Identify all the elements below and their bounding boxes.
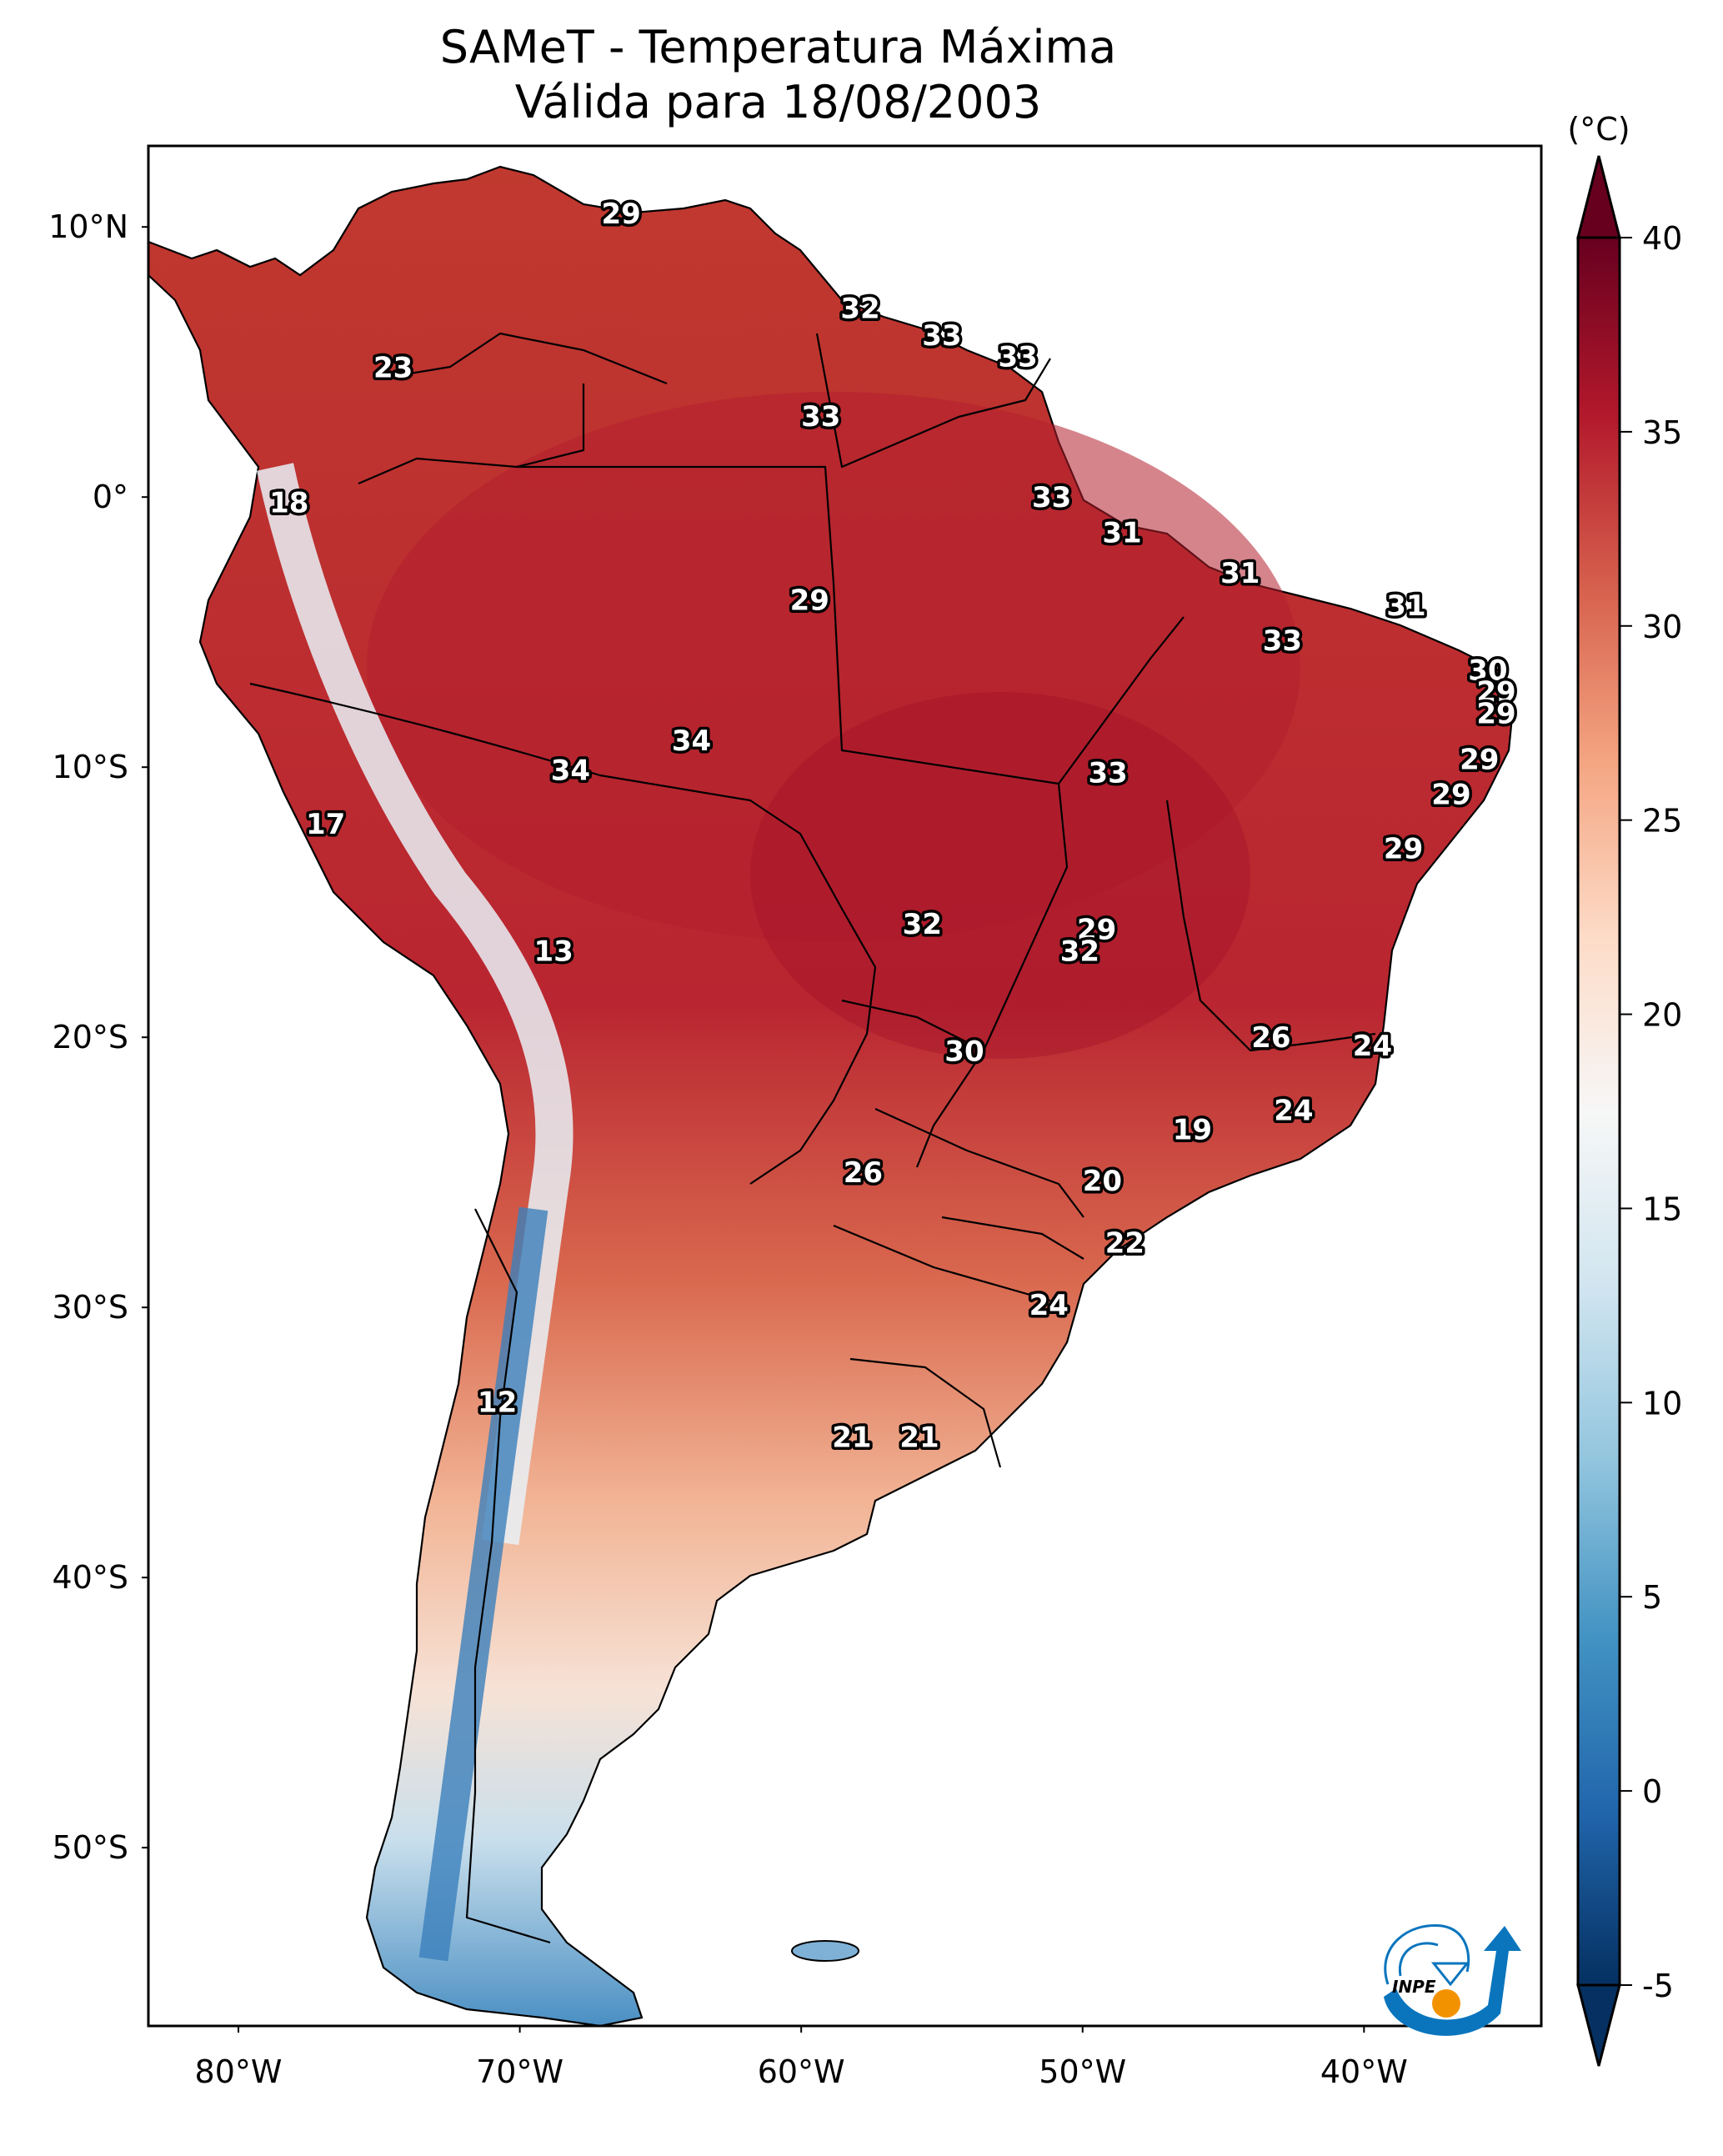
lon-tick-label: 40°W	[1320, 2053, 1408, 2090]
temperature-label: 32	[840, 292, 879, 325]
temperature-label: 26	[844, 1156, 883, 1190]
temperature-label: 34	[672, 725, 711, 758]
temperature-label: 33	[998, 341, 1037, 374]
lat-tick-label: 50°S	[53, 1829, 128, 1866]
colorbar-extend-min	[1576, 1983, 1621, 2067]
temperature-label: 31	[1220, 557, 1260, 590]
warm-core	[367, 392, 1300, 942]
inpe-logo: INPE	[1384, 1923, 1521, 2036]
temperature-label: 29	[601, 198, 640, 231]
chart-title-line1: SAMeT - Temperatura Máxima	[439, 21, 1117, 73]
lat-tick-label: 40°S	[53, 1559, 128, 1596]
temperature-label: 24	[1274, 1095, 1313, 1128]
lat-tick-label: 20°S	[53, 1019, 128, 1055]
colorbar-tick-label: 5	[1642, 1579, 1662, 1616]
colorbar-extend-max	[1576, 155, 1621, 239]
temperature-label: 19	[1173, 1113, 1212, 1146]
temperature-label: 29	[1431, 779, 1470, 812]
lon-tick-label: 70°W	[476, 2053, 563, 2090]
warm-core-2	[750, 692, 1250, 1059]
temperature-label: 21	[899, 1421, 939, 1455]
inpe-logo-arrow-icon	[1384, 1926, 1521, 2036]
temperature-label: 34	[551, 754, 590, 787]
temperature-label: 23	[373, 352, 413, 385]
colorbar-tick-label: 25	[1642, 803, 1682, 840]
lat-tick-label: 10°N	[48, 208, 128, 245]
temperature-label: 29	[1077, 914, 1116, 947]
temperature-label: 12	[478, 1386, 517, 1420]
temperature-label: 30	[944, 1035, 984, 1068]
temperature-label: 33	[1088, 757, 1127, 790]
temperature-label: 31	[1386, 589, 1425, 623]
colorbar-tick-label: 30	[1642, 609, 1682, 645]
lat-tick-label: 10°S	[53, 749, 128, 785]
temperature-label: 13	[533, 935, 573, 969]
temperature-label: 29	[1384, 832, 1423, 865]
temperature-label: 29	[1476, 675, 1515, 709]
temperature-label: 32	[903, 908, 942, 941]
lon-tick-label: 60°W	[758, 2053, 845, 2090]
colorbar-tick-label: 15	[1642, 1191, 1682, 1227]
temperature-label: 24	[1029, 1289, 1069, 1322]
temperature-label: 26	[1251, 1021, 1290, 1055]
lat-tick-label: 0°	[93, 479, 128, 515]
colorbar-tick-label: 0	[1642, 1773, 1662, 1810]
inpe-logo-sun-icon	[1432, 1989, 1460, 2018]
chart-title-line2: Válida para 18/08/2003	[514, 76, 1042, 128]
temperature-label: 31	[1102, 516, 1141, 549]
temperature-label: 29	[790, 584, 829, 617]
temperature-label: 33	[922, 319, 961, 353]
andes-cold-band	[418, 1206, 548, 1962]
temperature-label: 18	[269, 487, 308, 520]
temperature-label: 33	[1263, 624, 1302, 658]
temperature-label: 22	[1105, 1226, 1144, 1260]
lon-tick-label: 80°W	[195, 2053, 283, 2090]
temperature-label: 32	[1060, 935, 1099, 969]
temperature-label: 20	[1083, 1165, 1122, 1198]
colorbar-bar	[1576, 236, 1621, 1987]
lat-tick-label: 30°S	[53, 1289, 128, 1326]
colorbar-tick-label: 35	[1642, 414, 1682, 451]
colorbar-ticks: -5 0 5 10 15 20 25 30 35 40	[1620, 220, 1682, 2004]
colorbar: (°C) -5 0 5 10 15 20 25 30 35 40	[1567, 111, 1682, 2067]
latitude-tick-labels: 10°N 0° 10°S 20°S 30°S 40°S 50°S	[48, 208, 148, 1866]
temperature-label: 21	[832, 1421, 871, 1455]
colorbar-tick-label: -5	[1642, 1968, 1674, 2004]
temperature-label: 33	[801, 400, 840, 434]
temperature-label: 29	[1460, 743, 1499, 776]
temperature-label: 24	[1353, 1030, 1392, 1063]
temperature-label: 33	[1032, 481, 1071, 514]
temperature-label: 29	[1476, 697, 1515, 730]
lon-tick-label: 50°W	[1039, 2053, 1126, 2090]
falkland-islands	[791, 1940, 859, 1962]
longitude-tick-labels: 80°W 70°W 60°W 50°W 40°W	[195, 2026, 1408, 2090]
colorbar-tick-label: 20	[1642, 997, 1682, 1034]
colorbar-tick-label: 40	[1642, 220, 1682, 257]
colorbar-unit-label: (°C)	[1567, 111, 1630, 148]
temperature-label: 17	[306, 808, 345, 841]
temperature-label: 30	[1468, 654, 1507, 688]
map-frame	[147, 144, 1543, 2028]
colorbar-tick-label: 10	[1642, 1385, 1682, 1421]
inpe-logo-text: INPE	[1392, 1977, 1436, 1997]
